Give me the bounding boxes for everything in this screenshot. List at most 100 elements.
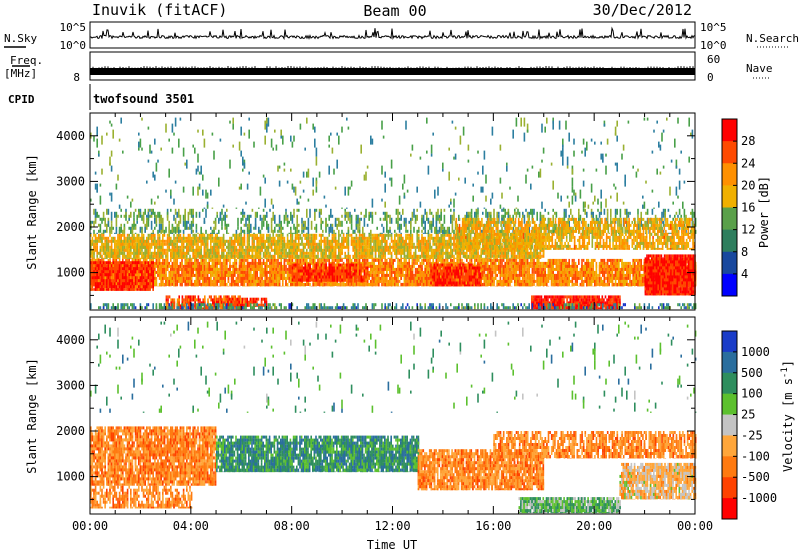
scatter-cell [138,233,140,237]
scatter-cell [541,254,543,258]
scatter-cell [107,251,110,258]
scatter-cell [99,288,102,291]
scatter-cell [373,236,375,240]
scatter-cell [429,282,431,287]
scatter-cell [232,251,234,255]
scatter-cell [507,270,510,274]
scatter-cell [434,254,436,259]
scatter-cell [229,254,231,259]
scatter-cell [264,282,266,287]
scatter-cell [101,239,103,243]
scatter-cell [104,279,106,289]
scatter-cell [563,279,566,286]
scatter-cell [94,285,97,291]
scatter-cell [410,242,412,246]
scatter-cell [192,245,194,249]
scatter-cell [203,264,206,274]
scatter-cell [178,267,180,271]
scatter-cell [122,251,124,258]
scatter-cell [515,248,518,252]
scatter-cell [566,279,569,287]
scatter-cell [421,276,423,283]
scatter-cell [214,251,217,258]
scatter-cell [301,258,303,268]
scatter-cell [226,257,228,259]
scatter-cell [163,233,166,237]
scatter-cell [254,236,257,240]
scatter-cell [160,261,162,265]
scatter-cell [178,236,180,240]
scatter-cell [403,257,406,259]
scatter-cell [347,239,350,249]
scatter-cell [627,273,630,280]
scatter-cell [453,242,455,252]
scatter-cell [106,285,108,289]
scatter-cell [283,261,286,265]
scatter-cell [306,279,308,286]
scatter-cell [307,282,310,286]
scatter-cell [301,257,303,259]
scatter-cell [157,273,159,277]
scatter-cell [538,251,540,255]
scatter-cell [102,251,105,255]
scatter-cell [576,270,578,280]
scatter-cell [152,242,154,246]
scatter-cell [272,267,274,271]
scatter-cell [482,258,484,265]
scatter-cell [339,233,342,237]
scatter-cell [168,264,170,268]
scatter-cell [190,261,193,271]
scatter-cell [291,282,294,286]
scatter-cell [189,257,191,259]
scatter-cell [509,279,511,283]
scatter-cell [574,273,577,277]
scatter-cell [237,257,239,259]
scatter-cell [355,279,358,286]
scatter-cell [110,276,113,280]
scatter-cell [338,282,340,286]
scatter-cell [317,245,319,249]
scatter-cell [110,285,113,289]
scatter-cell [290,267,292,274]
scatter-cell [334,282,337,286]
scatter-cell [307,257,310,259]
scatter-cell [483,282,486,287]
scatter-cell [320,236,322,240]
scatter-cell [347,257,350,259]
scatter-cell [478,254,481,259]
scatter-cell [253,273,255,283]
scatter-cell [200,273,202,280]
scatter-cell [261,245,263,252]
cpid-panel [90,84,695,110]
scatter-cell [274,264,276,271]
scatter-cell [293,254,295,259]
scatter-cell [294,267,297,271]
scatter-cell [474,254,476,259]
scatter-cell [163,248,166,255]
scatter-cell [442,254,444,258]
scatter-cell [582,282,585,287]
scatter-cell [160,279,162,287]
scatter-cell [438,248,441,252]
scatter-cell [366,239,369,246]
scatter-cell [173,276,175,280]
scatter-cell [474,239,476,243]
scatter-cell [275,245,278,255]
scatter-cell [218,245,220,249]
scatter-cell [430,236,433,240]
scatter-cell [107,285,110,291]
scatter-cell [178,239,180,243]
scatter-cell [294,257,297,259]
scatter-cell [222,258,225,265]
scatter-cell [595,270,598,280]
scatter-cell [458,254,460,258]
scatter-cell [310,257,313,259]
scatter-cell [134,254,137,258]
scatter-cell [418,254,420,259]
scatter-cell [246,254,249,259]
scatter-cell [288,248,290,252]
scatter-cell [466,279,468,287]
scatter-cell [406,267,409,277]
scatter-cell [310,261,313,265]
scatter-cell [94,236,97,240]
